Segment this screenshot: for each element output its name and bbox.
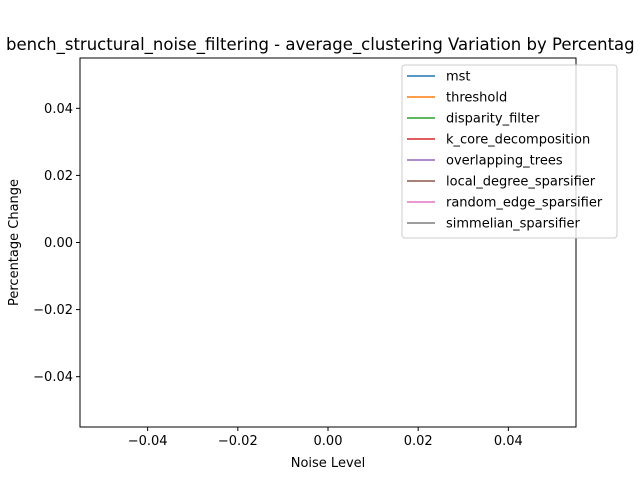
legend-label: k_core_decomposition bbox=[446, 133, 590, 148]
y-tick-label: 0.00 bbox=[44, 236, 73, 251]
legend-label: disparity_filter bbox=[446, 112, 540, 127]
y-axis: −0.04 −0.02 0.00 0.02 0.04 bbox=[33, 102, 80, 385]
legend-label: local_degree_sparsifier bbox=[446, 175, 596, 190]
legend-box bbox=[401, 64, 618, 239]
y-axis-label: Percentage Change bbox=[7, 179, 22, 306]
x-tick-label: −0.02 bbox=[218, 434, 258, 449]
legend: mst threshold disparity_filter k_core_decom… bbox=[401, 64, 618, 239]
legend-label: overlapping_trees bbox=[446, 154, 563, 169]
legend-label: threshold bbox=[446, 91, 507, 106]
legend-items: mst threshold disparity_filter k_core_decom… bbox=[407, 70, 603, 232]
y-tick-label: 0.04 bbox=[44, 102, 73, 117]
chart-title: bench_structural_noise_filtering - avera… bbox=[6, 35, 635, 55]
legend-label: simmelian_sparsifier bbox=[446, 217, 581, 232]
y-tick-label: 0.02 bbox=[44, 169, 73, 184]
x-axis-label: Noise Level bbox=[291, 456, 366, 471]
x-tick-label: 0.04 bbox=[494, 434, 523, 449]
legend-label: random_edge_sparsifier bbox=[446, 196, 603, 211]
x-tick-label: 0.00 bbox=[314, 434, 343, 449]
x-tick-label: 0.02 bbox=[404, 434, 433, 449]
y-tick-label: −0.02 bbox=[33, 303, 73, 318]
x-tick-label: −0.04 bbox=[128, 434, 168, 449]
x-axis: −0.04 −0.02 0.00 0.02 0.04 bbox=[128, 427, 523, 449]
legend-label: mst bbox=[446, 70, 471, 85]
y-tick-label: −0.04 bbox=[33, 370, 73, 385]
